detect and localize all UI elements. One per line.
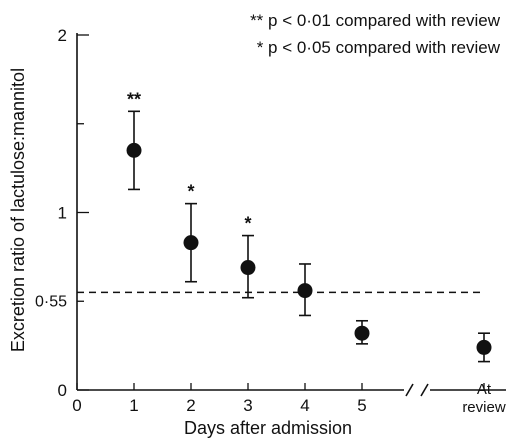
reference-line-label: 0·55 (35, 293, 67, 310)
y-axis-label: Excretion ratio of lactulose:mannitol (8, 68, 28, 352)
data-point (354, 325, 370, 341)
legend: ** p < 0·01 compared with review * p < 0… (250, 11, 501, 57)
data-point (126, 142, 142, 158)
legend-line-1: ** p < 0·01 compared with review (250, 11, 501, 30)
x-tick-label: 5 (357, 396, 366, 415)
significance-marker: * (244, 214, 251, 234)
x-tick-label: 0 (72, 396, 81, 415)
legend-line-2: * p < 0·05 compared with review (257, 38, 501, 57)
y-tick-label: 1 (58, 204, 67, 223)
axis-break-mark (405, 383, 414, 397)
x-axis-label: Days after admission (184, 418, 352, 438)
x-tick-label: 2 (186, 396, 195, 415)
data-point (297, 283, 313, 299)
x-tick-label: 3 (243, 396, 252, 415)
y-tick-label: 0 (58, 381, 67, 400)
data-point (240, 260, 256, 276)
x-tick-label-review: At (477, 381, 492, 398)
data-point (183, 235, 199, 251)
x-tick-label: 1 (129, 396, 138, 415)
data-marks: 0·55**** (35, 89, 492, 363)
significance-marker: * (187, 182, 194, 202)
axis-break-mark (420, 383, 429, 397)
significance-marker: ** (127, 89, 141, 109)
data-point (476, 339, 492, 355)
x-tick-label-review: review (462, 399, 506, 416)
x-tick-label: 4 (300, 396, 309, 415)
y-tick-label: 2 (58, 26, 67, 45)
